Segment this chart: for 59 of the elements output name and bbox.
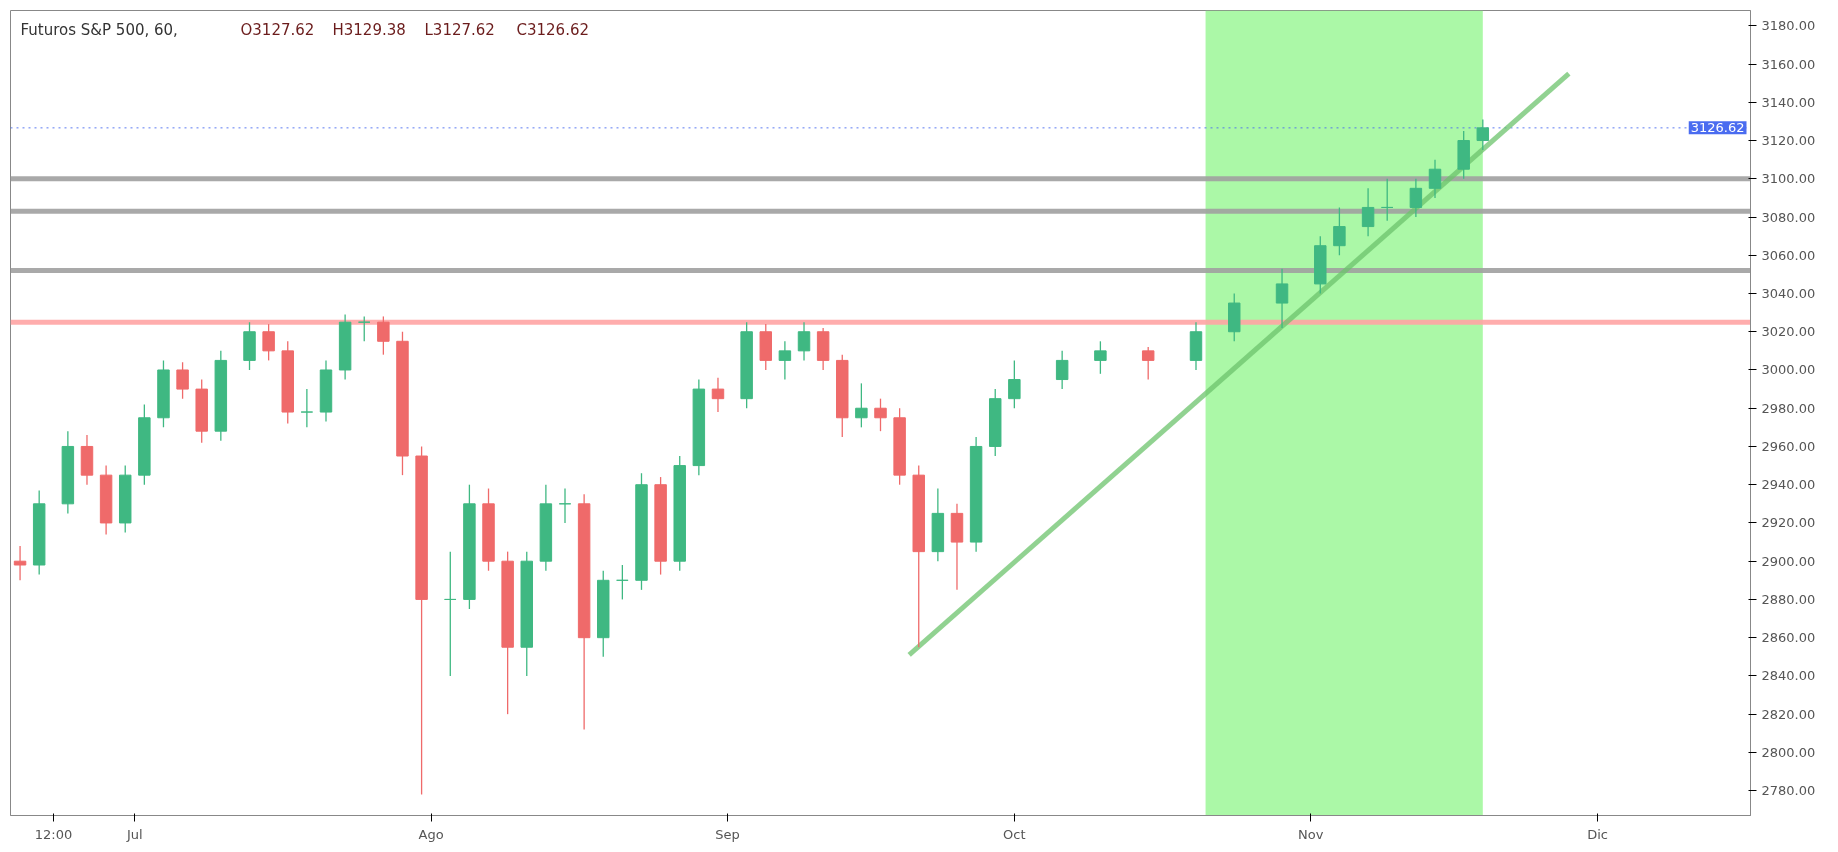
candlestick xyxy=(377,315,390,356)
annotation: H3129.38 xyxy=(332,20,406,39)
candlestick xyxy=(855,382,868,428)
candlestick xyxy=(1333,206,1346,256)
candlestick xyxy=(558,487,572,524)
x-tick-label: Oct xyxy=(1003,826,1026,842)
candlestick xyxy=(1008,359,1021,409)
y-tick-label: 2860.00 xyxy=(1761,630,1816,646)
y-tick-label: 3060.00 xyxy=(1761,247,1816,263)
y-tick-label: 3120.00 xyxy=(1761,133,1816,149)
candlestick xyxy=(1380,178,1394,222)
x-tick-label: Sep xyxy=(715,826,740,842)
y-tick-label: 3160.00 xyxy=(1761,56,1816,72)
candlestick xyxy=(300,388,314,428)
candlestick xyxy=(1141,346,1155,381)
y-tick-label: 3100.00 xyxy=(1761,171,1816,187)
candlestick xyxy=(262,323,275,362)
annotation: O3127.62 xyxy=(240,20,315,39)
candlestick xyxy=(1476,118,1490,151)
candlestick xyxy=(13,545,27,581)
y-tick-label: 3020.00 xyxy=(1761,324,1816,340)
y-tick-label: 3040.00 xyxy=(1761,285,1816,301)
candlestick xyxy=(444,550,457,677)
y-tick-label: 3000.00 xyxy=(1761,362,1816,378)
candlestick xyxy=(616,564,629,601)
candlestick xyxy=(711,376,725,413)
y-tick-label: 2980.00 xyxy=(1761,400,1816,416)
x-tick-label: Nov xyxy=(1298,826,1324,842)
x-tick-label: 12:00 xyxy=(34,826,73,842)
x-tick-label: Jul xyxy=(125,826,143,842)
candlestick xyxy=(1428,158,1442,199)
candlestick xyxy=(1409,178,1423,218)
y-tick-label: 2780.00 xyxy=(1761,783,1816,799)
candlestick xyxy=(358,315,371,342)
y-tick-label: 2880.00 xyxy=(1761,591,1816,607)
candlestick xyxy=(1055,350,1069,390)
y-tick-label: 3080.00 xyxy=(1761,209,1816,225)
candlestick xyxy=(874,398,887,432)
text: Futuros S&P 500, 60, xyxy=(20,20,178,39)
y-tick-label: 2840.00 xyxy=(1761,668,1816,684)
candlestick xyxy=(1361,187,1375,237)
candlestick xyxy=(1275,267,1289,329)
candlestick xyxy=(1094,340,1107,375)
y-tick-label: 2920.00 xyxy=(1761,515,1816,531)
y-tick-label: 2800.00 xyxy=(1761,744,1816,760)
y-tick-label: 2820.00 xyxy=(1761,706,1816,722)
y-tick-label: 2940.00 xyxy=(1761,477,1816,493)
candlestick xyxy=(797,321,811,362)
y-tick-label: 2960.00 xyxy=(1761,438,1816,454)
annotation: C3126.62 xyxy=(516,20,590,39)
x-tick-label: Dic xyxy=(1587,826,1608,842)
candlestick xyxy=(176,361,189,400)
ref-line-label: 3126.62 xyxy=(1690,120,1745,136)
y-tick-label: 3140.00 xyxy=(1761,94,1816,110)
candlestick xyxy=(778,340,792,381)
x-tick-label: Ago xyxy=(418,826,444,842)
y-tick-label: 3180.00 xyxy=(1761,18,1816,34)
annotation: L3127.62 xyxy=(424,20,495,39)
y-tick-label: 2900.00 xyxy=(1761,553,1816,569)
